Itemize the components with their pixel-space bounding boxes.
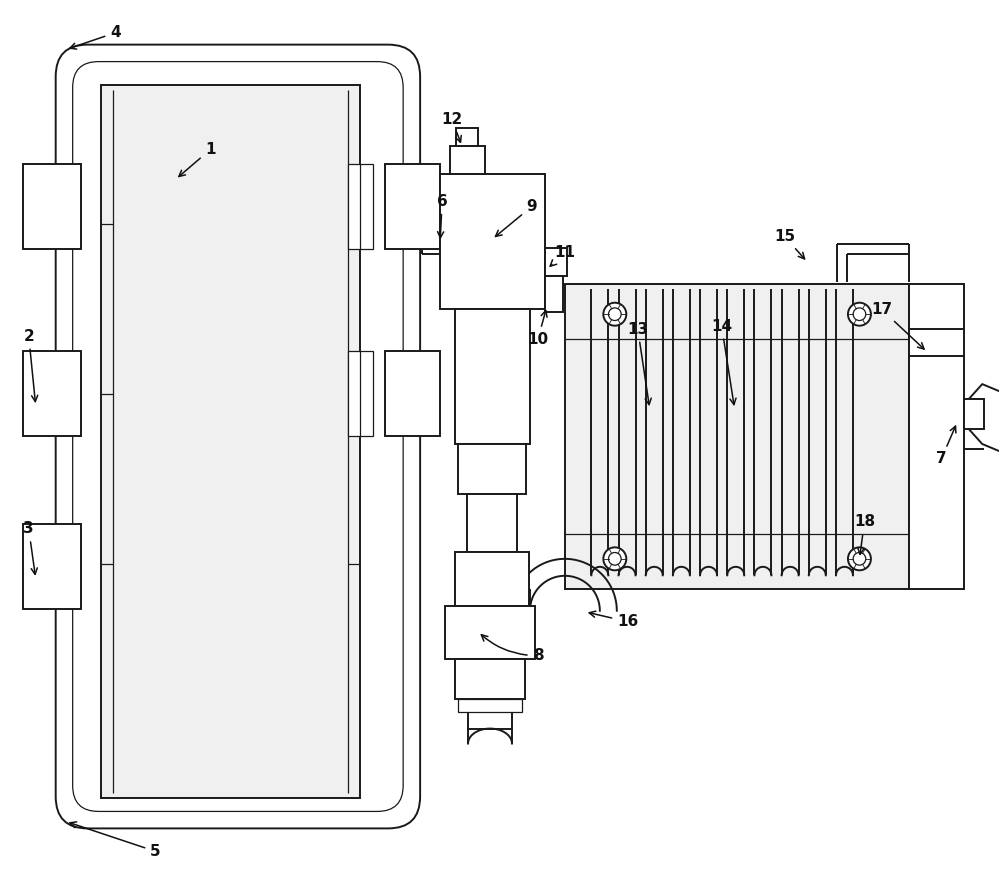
Text: 2: 2 <box>23 329 38 401</box>
Text: 11: 11 <box>550 245 575 266</box>
Text: 10: 10 <box>527 310 549 347</box>
Circle shape <box>609 308 621 321</box>
Bar <box>450 147 485 174</box>
FancyBboxPatch shape <box>73 62 403 812</box>
Text: 17: 17 <box>871 301 924 349</box>
Bar <box>348 351 373 436</box>
Bar <box>458 444 526 493</box>
Circle shape <box>853 308 866 321</box>
Bar <box>545 249 567 276</box>
Bar <box>458 698 522 712</box>
Circle shape <box>848 547 871 570</box>
Bar <box>964 399 984 429</box>
Text: 6: 6 <box>437 194 447 238</box>
Text: 8: 8 <box>481 635 543 663</box>
Circle shape <box>848 303 871 325</box>
Text: 1: 1 <box>179 142 216 176</box>
Bar <box>23 164 81 249</box>
Bar <box>467 493 517 552</box>
Circle shape <box>853 552 866 565</box>
Bar <box>101 85 360 798</box>
Circle shape <box>603 303 626 325</box>
Text: 15: 15 <box>774 229 805 259</box>
Text: 7: 7 <box>936 426 956 467</box>
FancyBboxPatch shape <box>56 45 420 829</box>
Text: 3: 3 <box>23 521 37 574</box>
Bar <box>23 351 81 436</box>
Text: 18: 18 <box>854 514 875 554</box>
Text: 13: 13 <box>627 322 651 405</box>
Bar <box>23 524 81 609</box>
Bar <box>440 174 545 309</box>
Text: 14: 14 <box>711 318 736 405</box>
Text: 4: 4 <box>70 25 121 49</box>
Bar <box>455 309 530 444</box>
Text: 9: 9 <box>495 198 537 237</box>
Bar <box>545 276 563 312</box>
Bar <box>468 698 512 729</box>
Circle shape <box>609 552 621 565</box>
Bar <box>348 164 373 249</box>
Bar <box>565 284 909 589</box>
Bar <box>385 164 440 249</box>
Bar <box>445 606 535 659</box>
Bar <box>909 284 964 589</box>
Text: 5: 5 <box>70 822 161 859</box>
Circle shape <box>603 547 626 570</box>
Text: 12: 12 <box>441 112 463 142</box>
Text: 16: 16 <box>589 611 638 629</box>
Bar <box>456 129 478 147</box>
Bar <box>455 659 525 698</box>
Bar <box>455 552 529 606</box>
Bar <box>385 351 440 436</box>
